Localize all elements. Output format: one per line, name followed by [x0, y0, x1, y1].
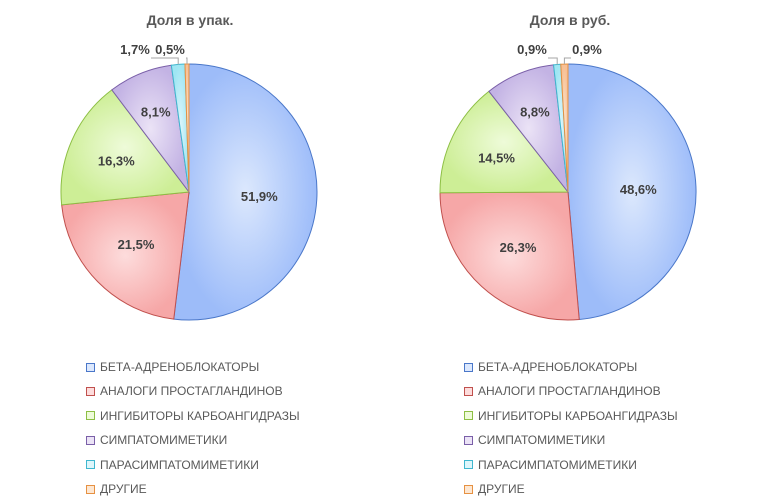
- legend-item-бета-адреноблокаторы: БЕТА-АДРЕНОБЛОКАТОРЫ: [86, 355, 300, 379]
- legend-swatch: [464, 362, 473, 372]
- chart-title: Доля в руб.: [529, 12, 611, 28]
- legend-item-другие: ДРУГИЕ: [464, 477, 678, 501]
- chart-title: Доля в упак.: [146, 12, 234, 28]
- legend-label: ПАРАСИМПАТОМИМЕТИКИ: [100, 457, 259, 472]
- legend-label: ПАРАСИМПАТОМИМЕТИКИ: [478, 457, 637, 472]
- legend-label: СИМПАТОМИМЕТИКИ: [478, 433, 606, 448]
- pie-chart-packages: 51,9% 21,5% 16,3% 8,1% 1,7% 0,5%: [60, 42, 318, 321]
- legend-swatch: [464, 387, 473, 397]
- data-label-другие: 0,5%: [155, 42, 185, 57]
- leader-line: [563, 57, 571, 65]
- legend-label: АНАЛОГИ ПРОСТАГЛАНДИНОВ: [100, 384, 283, 399]
- legend-label: БЕТА-АДРЕНОБЛОКАТОРЫ: [478, 360, 638, 374]
- legend-label: АНАЛОГИ ПРОСТАГЛАНДИНОВ: [478, 384, 661, 399]
- legend-item-бета-адреноблокаторы: БЕТА-АДРЕНОБЛОКАТОРЫ: [464, 355, 678, 379]
- pie-slice-аналоги-простагландинов: [61, 191, 190, 320]
- data-label-аналоги-простагландинов: 26,3%: [500, 240, 537, 255]
- data-label-бета-адреноблокаторы: 51,9%: [241, 189, 278, 204]
- legend-item-парасимпатомиметики: ПАРАСИМПАТОМИМЕТИКИ: [86, 453, 300, 477]
- data-label-бета-адреноблокаторы: 48,6%: [620, 182, 657, 197]
- legend-item-ингибиторы-карбоангидразы: ИНГИБИТОРЫ КАРБОАНГИДРАЗЫ: [86, 404, 300, 428]
- pie-slice-аналоги-простагландинов: [439, 191, 580, 321]
- legend-label: ИНГИБИТОРЫ КАРБОАНГИДРАЗЫ: [478, 408, 678, 423]
- leader-line: [186, 57, 188, 64]
- legend-label: БЕТА-АДРЕНОБЛОКАТОРЫ: [100, 360, 260, 374]
- chart-packages: Доля в упак. 51,9% 21,5% 16,3% 8,1% 1,7% 0,5%…: [0, 0, 380, 500]
- legend-swatch: [86, 435, 95, 445]
- legend-packages: БЕТА-АДРЕНОБЛОКАТОРЫ АНАЛОГИ ПРОСТАГЛАНДИ…: [86, 355, 300, 501]
- data-label-парасимпатомиметики: 0,9%: [517, 42, 547, 57]
- legend-label: СИМПАТОМИМЕТИКИ: [100, 433, 228, 448]
- pie-slice-ингибиторы-карбоангидразы: [439, 90, 570, 194]
- legend-label: ИНГИБИТОРЫ КАРБОАНГИДРАЗЫ: [100, 408, 300, 423]
- data-label-другие: 0,9%: [572, 42, 602, 57]
- legend-rubles: БЕТА-АДРЕНОБЛОКАТОРЫ АНАЛОГИ ПРОСТАГЛАНДИ…: [464, 355, 678, 501]
- legend-label: ДРУГИЕ: [100, 481, 147, 496]
- pie-slice-бета-адреноблокаторы: [173, 63, 318, 321]
- legend-item-другие: ДРУГИЕ: [86, 477, 300, 501]
- data-label-симпатомиметики: 8,1%: [141, 105, 171, 120]
- legend-swatch: [464, 411, 473, 421]
- legend-swatch: [86, 411, 95, 421]
- pie-slice-бета-адреноблокаторы: [567, 63, 697, 321]
- legend-swatch: [86, 460, 95, 470]
- leader-line: [548, 57, 558, 65]
- data-label-парасимпатомиметики: 1,7%: [120, 42, 150, 57]
- legend-label: ДРУГИЕ: [478, 481, 525, 496]
- legend-item-ингибиторы-карбоангидразы: ИНГИБИТОРЫ КАРБОАНГИДРАЗЫ: [464, 404, 678, 428]
- legend-item-парасимпатомиметики: ПАРАСИМПАТОМИМЕТИКИ: [464, 453, 678, 477]
- legend-item-симпатомиметики: СИМПАТОМИМЕТИКИ: [86, 428, 300, 452]
- data-label-ингибиторы-карбоангидразы: 16,3%: [98, 153, 135, 168]
- data-label-симпатомиметики: 8,8%: [520, 105, 550, 120]
- chart-rubles: Доля в руб. 48,6% 26,3% 14,5% 8,8% 0,9% 0,9% …: [380, 0, 760, 500]
- legend-swatch: [464, 460, 473, 470]
- data-label-аналоги-простагландинов: 21,5%: [118, 237, 155, 252]
- legend-swatch: [464, 435, 473, 445]
- data-label-ингибиторы-карбоангидразы: 14,5%: [478, 151, 515, 166]
- pie-slice-ингибиторы-карбоангидразы: [60, 89, 190, 206]
- legend-swatch: [86, 362, 95, 372]
- pie-chart-rubles: 48,6% 26,3% 14,5% 8,8% 0,9% 0,9%: [439, 42, 697, 321]
- legend-swatch: [464, 484, 473, 494]
- legend-item-аналоги-простагландинов: АНАЛОГИ ПРОСТАГЛАНДИНОВ: [86, 379, 300, 403]
- legend-item-симпатомиметики: СИМПАТОМИМЕТИКИ: [464, 428, 678, 452]
- legend-item-аналоги-простагландинов: АНАЛОГИ ПРОСТАГЛАНДИНОВ: [464, 379, 678, 403]
- leader-line: [151, 57, 179, 65]
- legend-swatch: [86, 387, 95, 397]
- legend-swatch: [86, 484, 95, 494]
- pie-slice-другие: [184, 63, 190, 193]
